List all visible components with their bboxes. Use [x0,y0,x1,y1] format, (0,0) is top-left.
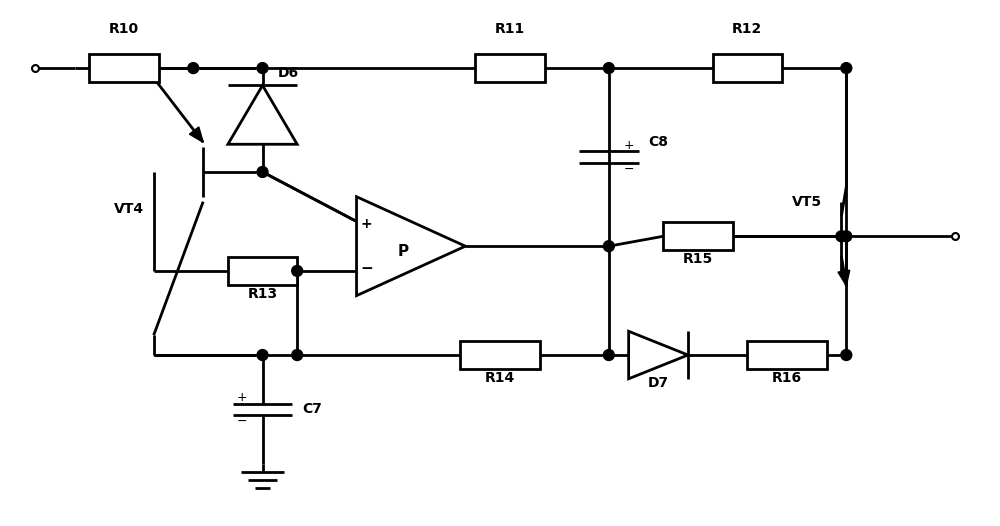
Text: R12: R12 [732,23,762,36]
Circle shape [188,63,199,74]
Text: C8: C8 [648,135,668,149]
Bar [228,257,297,285]
Text: −: − [360,261,373,276]
Text: −: − [237,415,248,428]
Circle shape [292,350,303,360]
Circle shape [292,266,303,276]
Polygon shape [629,331,688,379]
Text: +: + [237,391,248,404]
Text: VT5: VT5 [791,195,822,209]
Text: VT4: VT4 [114,201,144,216]
Text: P: P [397,244,409,259]
Circle shape [603,241,614,251]
Polygon shape [189,127,203,143]
Circle shape [841,350,852,360]
Text: R15: R15 [683,252,713,266]
Circle shape [603,63,614,74]
Circle shape [841,63,852,74]
Circle shape [836,231,847,242]
Polygon shape [357,197,465,296]
Bar [89,54,159,82]
Text: D6: D6 [277,66,299,80]
Text: R10: R10 [109,23,139,36]
Bar [460,341,540,369]
Text: R11: R11 [495,23,525,36]
Bar [475,54,545,82]
Polygon shape [838,270,850,286]
Bar [747,341,827,369]
Circle shape [257,63,268,74]
Text: −: − [624,163,634,176]
Text: D7: D7 [648,376,669,390]
Bar [713,54,782,82]
Circle shape [841,231,852,242]
Text: R14: R14 [485,371,515,385]
Text: +: + [361,217,372,231]
Circle shape [257,167,268,177]
Circle shape [603,350,614,360]
Text: +: + [624,139,634,152]
Text: R16: R16 [772,371,802,385]
Circle shape [257,350,268,360]
Text: R13: R13 [247,287,278,300]
Text: C7: C7 [302,402,322,417]
Polygon shape [228,85,297,144]
Bar [663,222,733,250]
